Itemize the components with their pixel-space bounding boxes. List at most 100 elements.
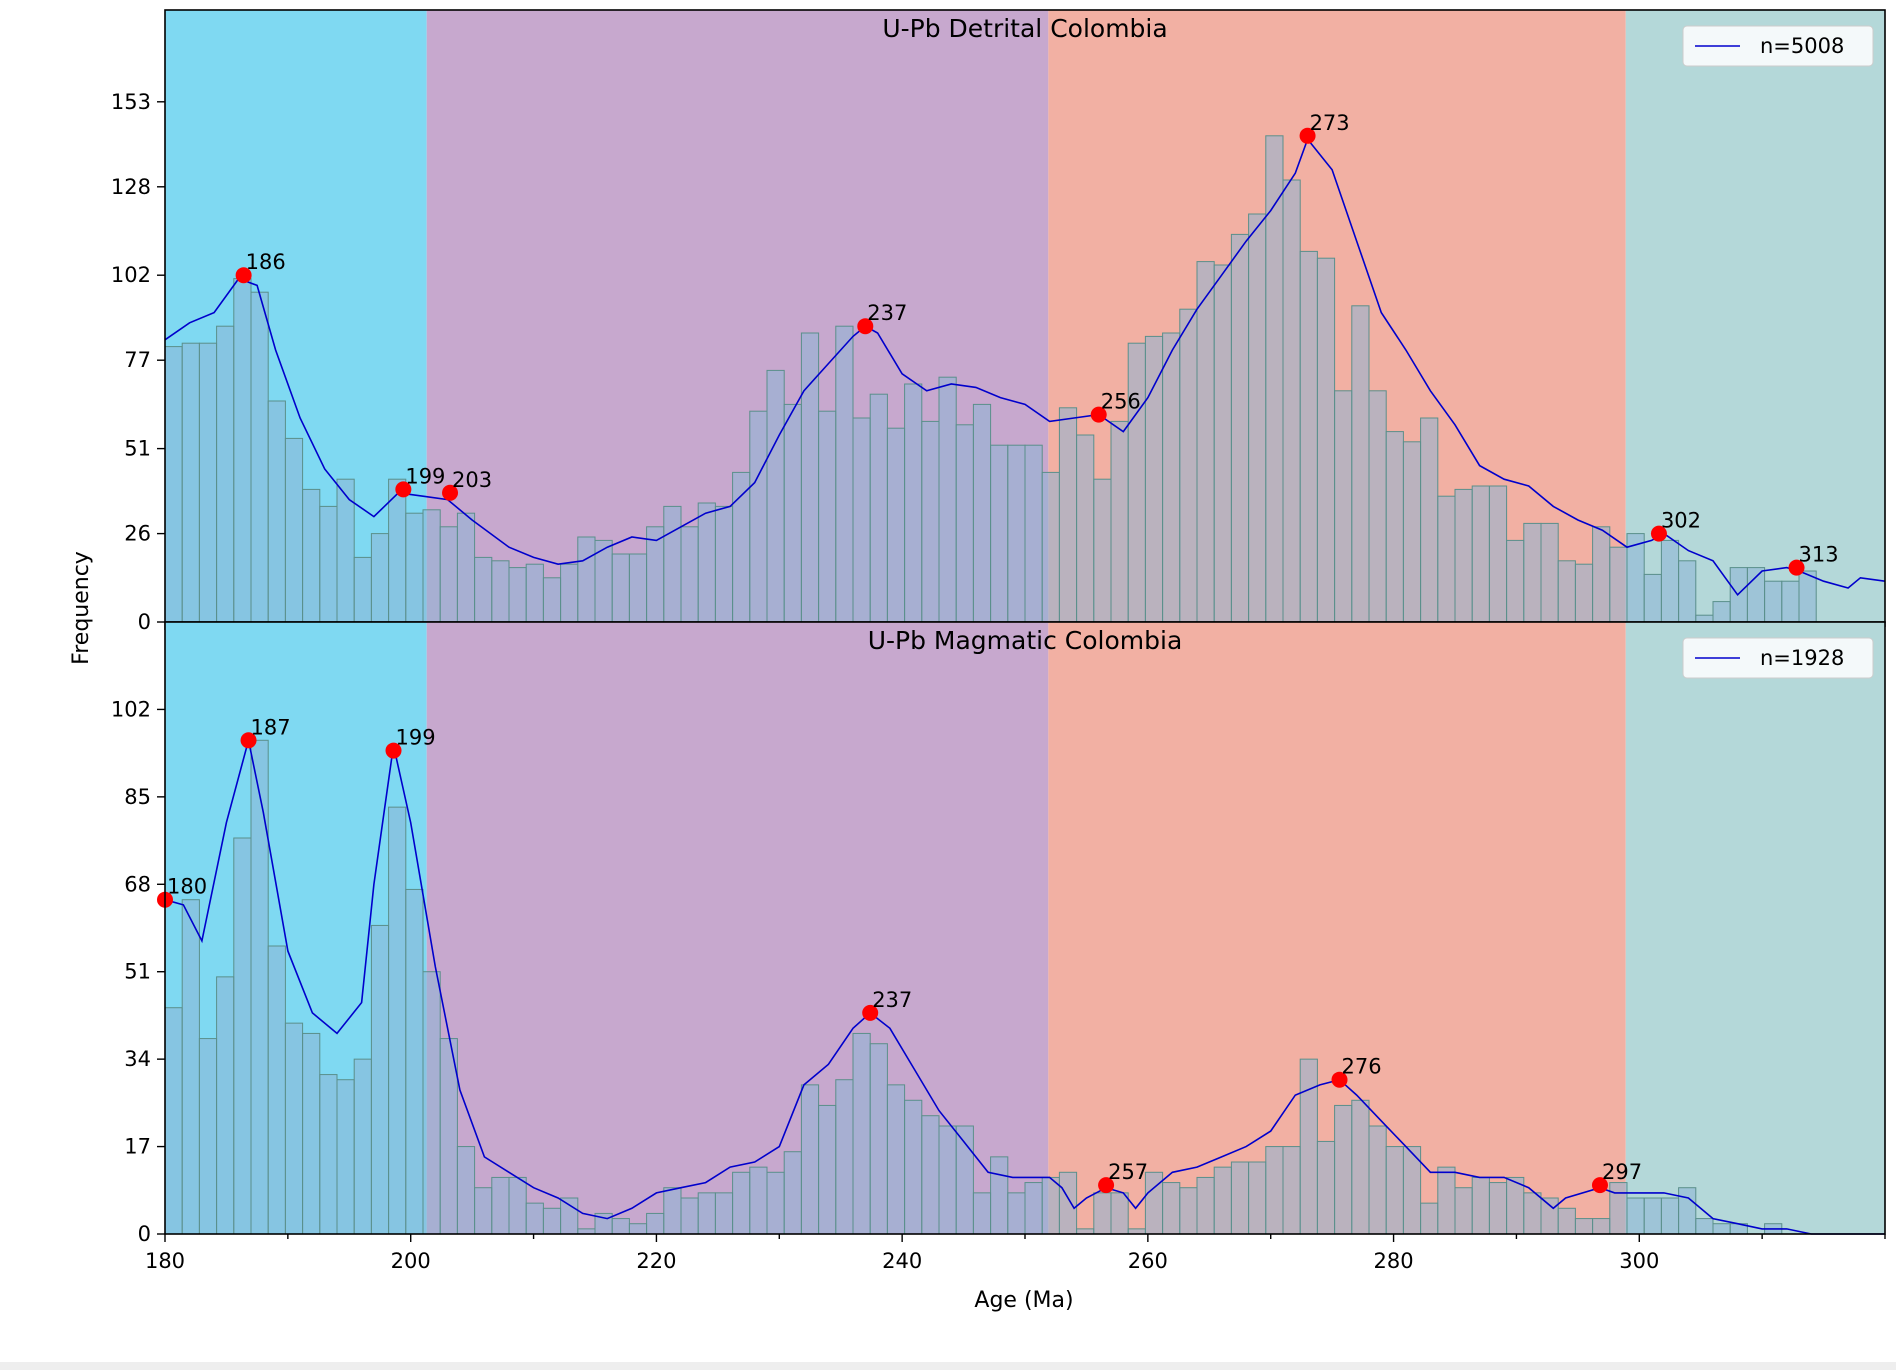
legend: n=5008 [1682,25,1874,67]
histogram-bar [1110,420,1129,623]
histogram-bar [886,427,906,623]
panel-magmatic: 180 187 199 237 257 276 297 0 17 34 51 68 85 102 180 20… [111,621,1886,1273]
histogram-bar [267,400,286,623]
peak-label: 237 [872,988,912,1012]
peak-marker [862,1004,879,1021]
y-tick-label: 102 [111,263,151,287]
histogram-bar [749,1166,768,1235]
histogram-bar [818,1104,837,1235]
histogram-bar [491,1176,510,1235]
y-tick-label: 153 [111,90,151,114]
histogram-bar [1144,335,1164,623]
histogram-bar [697,1192,716,1235]
peak-label: 257 [1108,1160,1148,1184]
histogram-bar [422,509,441,623]
histogram-bar [938,376,957,623]
histogram-bar [336,1079,355,1235]
histogram-bar [1316,1140,1336,1235]
histogram-bar [216,325,235,623]
histogram-bar [1110,1192,1129,1235]
histogram-bar [732,1171,751,1235]
panel-title: U-Pb Detrital Colombia [882,14,1167,43]
histogram-bar [164,1007,183,1235]
histogram-bar [1334,390,1353,623]
legend-label: n=5008 [1760,34,1844,58]
histogram-bar [1488,1182,1508,1235]
histogram-bar [714,1192,734,1235]
histogram-bar [1420,417,1439,623]
histogram-bar [955,424,974,623]
histogram-bar [628,1223,648,1235]
histogram-bar [1368,390,1387,623]
histogram-bar [972,403,992,623]
histogram-bar [611,553,630,623]
histogram-bar [1557,560,1576,623]
histogram-bar [1764,580,1783,623]
histogram-bar [1282,1146,1301,1235]
peak-label: 186 [246,250,286,274]
peak-marker [442,484,459,501]
histogram-bar [869,393,888,623]
peak-label: 199 [396,726,436,750]
x-tick-label: 300 [1619,1249,1659,1273]
peak-label: 256 [1101,390,1141,414]
histogram-bar [1574,563,1594,623]
histogram-bar [181,899,200,1235]
peak-label: 237 [867,301,907,325]
y-tick-label: 0 [138,610,151,634]
y-tick-label: 34 [124,1047,151,1071]
histogram-bar [1093,1192,1112,1235]
y-tick-label: 51 [124,437,151,461]
peak-marker [1299,127,1316,144]
histogram-bar [1660,1197,1680,1235]
histogram-bar [1746,567,1766,623]
histogram-bar [1626,1197,1645,1235]
peak-marker [235,267,252,284]
histogram-bar [904,383,923,623]
histogram-bar [491,560,510,623]
histogram-bar [766,369,785,623]
histogram-bar [456,1146,476,1235]
histogram-bar [1058,407,1078,623]
histogram-bar [1523,522,1542,623]
histogram-bar [680,1197,699,1235]
histogram-bar [628,553,648,623]
histogram-bar [1506,539,1525,623]
y-tick-label: 51 [124,960,151,984]
histogram-bar [319,505,338,623]
histogram-bar [267,945,286,1235]
peak-label: 273 [1310,111,1350,135]
histogram-bar [1007,444,1026,623]
histogram-bar [1316,257,1336,623]
histogram-bar [284,437,304,623]
histogram-bar [1196,1176,1215,1235]
legend-label: n=1928 [1760,646,1844,670]
histogram-bar [1248,213,1267,623]
histogram-bar [577,536,596,623]
panel-title: U-Pb Magmatic Colombia [868,626,1183,655]
histogram-bar [542,1207,562,1235]
histogram-bar [1660,539,1680,623]
histogram-bar [766,1171,785,1235]
histogram-bar [508,567,527,623]
histogram-bar [474,556,493,623]
y-tick-label: 102 [111,697,151,721]
peak-marker [1331,1071,1348,1088]
histogram-bar [1179,308,1198,623]
histogram-bar [1695,1218,1714,1235]
histogram-bar [1471,1176,1490,1235]
histogram-bar [1798,570,1817,623]
peak-label: 203 [452,468,492,492]
y-tick-label: 128 [111,175,151,199]
histogram-bar [456,512,476,623]
histogram-bar [388,806,407,1235]
histogram-bar [1041,1176,1060,1235]
histogram-bar [1471,485,1490,623]
histogram-bar [1678,1187,1697,1235]
histogram-bar [1712,601,1731,623]
histogram-bar [852,417,871,623]
histogram-bar [353,1058,372,1235]
bottom-bar [0,1362,1896,1370]
histogram-bar [646,1212,665,1235]
